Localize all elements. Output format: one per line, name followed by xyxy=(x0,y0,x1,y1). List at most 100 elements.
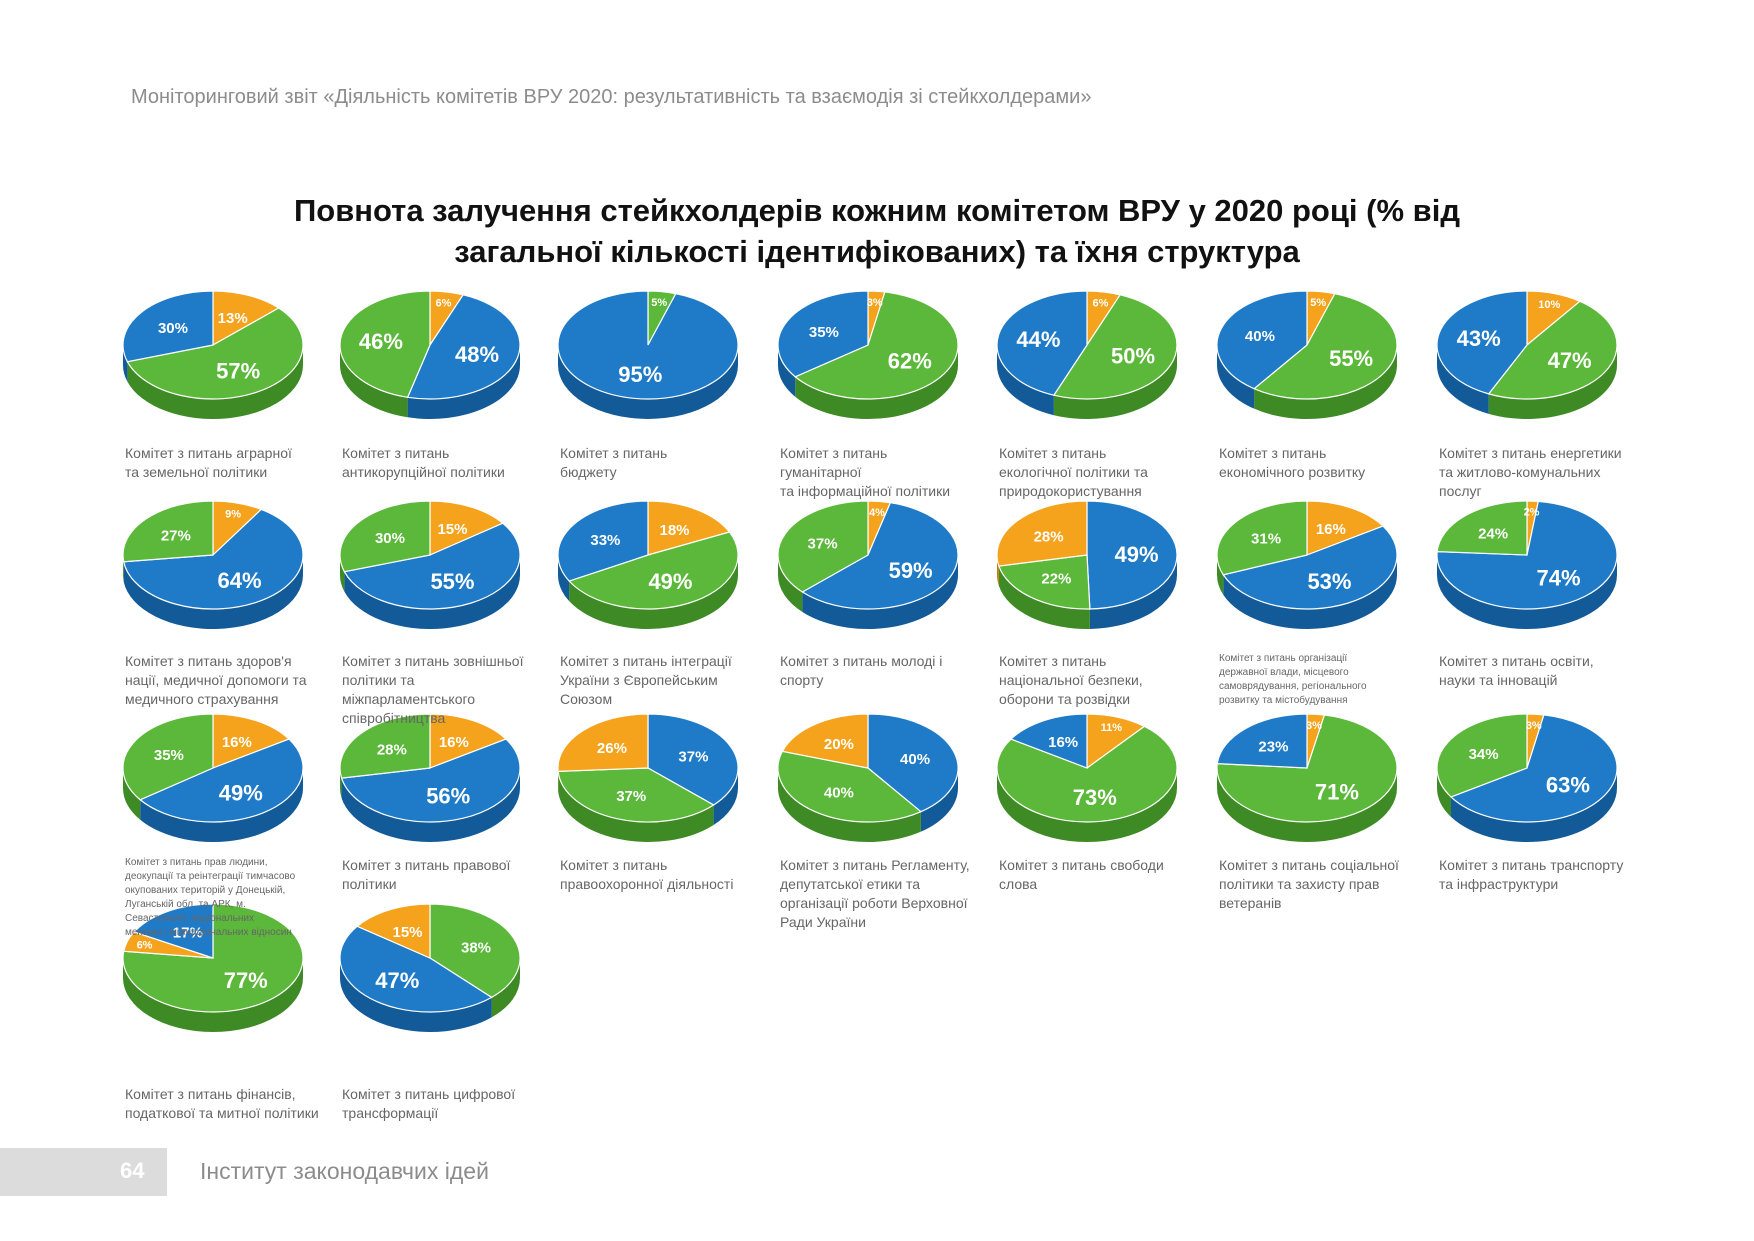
pie-label-2: 31% xyxy=(1251,531,1281,548)
pie-label-2: 33% xyxy=(590,532,620,549)
pie-side-1 xyxy=(123,555,303,630)
caption-line: самоврядування, регіонального xyxy=(1219,681,1367,692)
pie-side-2 xyxy=(1217,345,1255,409)
chart-title: Повнота залучення стейкхолдерів кожним к… xyxy=(0,190,1754,272)
pie-label-1: 63% xyxy=(1546,772,1590,797)
pie-side-2 xyxy=(558,555,570,602)
caption-line: Комітет з питань xyxy=(560,857,668,873)
caption-line: нації, медичної допомоги та xyxy=(125,672,307,688)
pie-slice-0 xyxy=(212,713,291,769)
chart-caption-economy: Комітет з питань економічного розвитку xyxy=(1219,444,1424,482)
pie-slice-2 xyxy=(122,290,214,363)
pie-slice-0 xyxy=(647,713,739,806)
pie-side-2 xyxy=(997,345,1054,416)
pie-slice-2 xyxy=(1436,290,1528,395)
pie-slice-2 xyxy=(1216,713,1308,769)
pie-label-0: 4% xyxy=(869,507,885,519)
chart-caption-health: Комітет з питань здоров'я нації, медичної… xyxy=(125,652,330,709)
caption-line: слова xyxy=(999,876,1038,892)
caption-line: антикорупційної політики xyxy=(342,464,505,480)
pie-label-2: 26% xyxy=(597,740,627,757)
pie-label-1: 6% xyxy=(137,940,153,952)
pie-side-2 xyxy=(1437,768,1452,817)
pie-slice-2 xyxy=(557,500,649,582)
pie-chart-humanitarian: 3% 62% 35% xyxy=(777,290,959,420)
pie-slice-1 xyxy=(998,554,1091,610)
pie-slice-0 xyxy=(1306,500,1385,556)
pie-label-2: 34% xyxy=(1469,746,1499,763)
pie-chart-human-rights: 16% 49% 35% xyxy=(122,713,304,842)
caption-line: політики та захисту прав xyxy=(1219,876,1380,892)
caption-line: та інфраструктури xyxy=(1439,876,1559,892)
pie-chart-energy: 10% 47% 43% xyxy=(1436,290,1618,419)
pie-label-2: 35% xyxy=(809,324,839,341)
caption-line: спорту xyxy=(780,672,824,688)
pie-label-0: 49% xyxy=(1114,542,1158,567)
caption-line: України з Європейським xyxy=(560,672,718,688)
pie-label-0: 18% xyxy=(660,522,690,539)
pie-label-0: 3% xyxy=(1526,720,1542,732)
pie-side-1 xyxy=(795,345,958,420)
pie-side-1 xyxy=(802,555,958,629)
chart-caption-education: Комітет з питань освіти, науки та інновац… xyxy=(1439,652,1644,690)
chart-caption-security: Комітет з питань національної безпеки, обо… xyxy=(999,652,1204,709)
caption-line: Комітет з питань здоров'я xyxy=(125,653,292,669)
pie-slice-2 xyxy=(781,713,869,769)
pie-label-2: 37% xyxy=(808,535,838,552)
pie-label-1: 95% xyxy=(618,362,662,387)
caption-line: політики xyxy=(342,876,397,892)
chart-title-line-2: загальної кількості ідентифікованих) та … xyxy=(454,234,1300,269)
caption-line: економічного розвитку xyxy=(1219,464,1366,480)
pie-label-0: 15% xyxy=(437,521,467,538)
chart-caption-youth: Комітет з питань молоді і спорту xyxy=(780,652,985,690)
pie-label-2: 16% xyxy=(1048,734,1078,751)
caption-line: правоохоронної діяльності xyxy=(560,876,734,892)
pie-slice-2 xyxy=(1216,290,1308,390)
pie-slice-2 xyxy=(557,713,649,773)
pie-chart-foreign: 15% 55% 30% xyxy=(339,500,521,629)
pie-label-0: 6% xyxy=(436,297,452,309)
pie-label-0: 16% xyxy=(1316,521,1346,538)
pie-label-2: 15% xyxy=(393,924,423,941)
pie-label-2: 24% xyxy=(1478,526,1508,543)
caption-line: та житлово-комунальних xyxy=(1439,464,1601,480)
caption-line: організації роботи Верховної xyxy=(780,895,968,911)
pie-slice-2 xyxy=(1216,500,1308,576)
pie-label-1: 62% xyxy=(888,349,932,374)
pie-slice-1 xyxy=(1052,294,1178,400)
pie-label-2: 46% xyxy=(359,329,403,354)
pie-chart-budget: 5% 95% xyxy=(557,290,739,419)
pie-slice-1 xyxy=(557,767,715,823)
pie-label-0: 10% xyxy=(1538,299,1560,311)
pie-chart-digital: 38% 47% 15% xyxy=(339,903,521,1033)
pie-label-1: 74% xyxy=(1537,566,1581,591)
caption-line: Комітет з питань прав людини, xyxy=(125,857,268,868)
pie-slice-1 xyxy=(794,291,959,400)
pie-side-1 xyxy=(340,958,492,1033)
caption-line: трансформації xyxy=(342,1105,439,1121)
caption-line: Комітет з питань аграрної xyxy=(125,445,292,461)
caption-line: оборони та розвідки xyxy=(999,691,1131,707)
pie-slice-2 xyxy=(356,903,431,959)
pie-slice-1 xyxy=(339,925,493,1013)
pie-side-1 xyxy=(1053,345,1177,419)
caption-line: Комітет з питань правової xyxy=(342,857,511,873)
pie-label-2: 17% xyxy=(173,925,203,942)
pie-slice-1 xyxy=(343,522,521,610)
chart-caption-euro-integration: Комітет з питань інтеграції України з Євр… xyxy=(560,652,765,709)
pie-label-0: 13% xyxy=(218,310,248,327)
pie-side-0 xyxy=(713,768,738,825)
caption-line: Комітет з питань xyxy=(999,445,1107,461)
pie-side-2 xyxy=(1217,555,1224,595)
pie-label-0: 16% xyxy=(439,734,469,751)
pie-slice-1 xyxy=(996,725,1178,823)
pie-slice-0 xyxy=(212,290,280,347)
caption-line: Комітет з питань організації xyxy=(1219,653,1348,664)
pie-slice-2 xyxy=(996,290,1088,396)
pie-chart-transport: 3% 63% 34% xyxy=(1436,713,1618,842)
caption-line: та земельної політики xyxy=(125,464,268,480)
pie-side-1 xyxy=(341,768,521,843)
pie-side-2 xyxy=(123,768,141,820)
caption-line: Союзом xyxy=(560,691,613,707)
chart-caption-digital: Комітет з питань цифрової трансформації xyxy=(342,1085,547,1123)
